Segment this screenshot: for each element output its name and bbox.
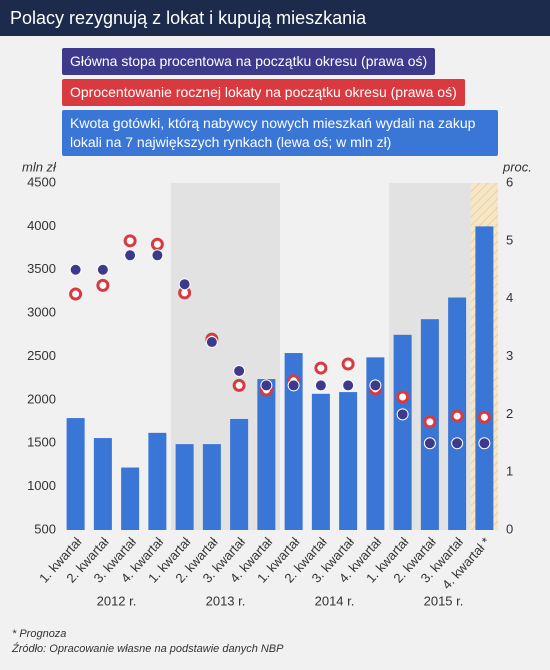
footnote: * Prognoza (12, 628, 67, 640)
bar (66, 418, 85, 530)
point (178, 278, 191, 291)
y-tick-label: 2500 (27, 348, 56, 363)
point (477, 410, 491, 424)
point (69, 287, 83, 301)
point (341, 357, 355, 371)
point (396, 390, 410, 404)
point (150, 237, 164, 251)
y-tick-label: 500 (34, 521, 56, 536)
point (287, 379, 300, 392)
bar (475, 226, 494, 530)
year-label: 2014 r. (315, 593, 355, 608)
point (96, 263, 109, 276)
year-label: 2012 r. (97, 593, 137, 608)
legend-entry: Oprocentowanie rocznej lokaty na początk… (62, 79, 465, 106)
point (451, 437, 464, 450)
point (450, 409, 464, 423)
y2-tick-label: 3 (506, 348, 513, 363)
y-tick-label: 1000 (27, 478, 56, 493)
point (69, 263, 82, 276)
point (260, 379, 273, 392)
bar (230, 418, 249, 530)
bar (311, 393, 330, 530)
legend-entry: Główna stopa procentowa na początku okre… (62, 48, 436, 75)
point (96, 278, 110, 292)
bar (284, 353, 303, 530)
bar (366, 357, 385, 530)
point (396, 408, 409, 421)
y2-tick-label: 2 (506, 406, 513, 421)
point (342, 379, 355, 392)
y2-axis-title: proc. (502, 159, 532, 174)
y-tick-label: 1500 (27, 435, 56, 450)
point (123, 234, 137, 248)
point (233, 364, 246, 377)
point (423, 415, 437, 429)
point (423, 437, 436, 450)
point (151, 249, 164, 262)
y-axis-title: mln zł (22, 159, 57, 174)
point (124, 249, 137, 262)
y2-tick-label: 6 (506, 174, 513, 189)
bar (175, 444, 194, 530)
y2-tick-label: 5 (506, 232, 513, 247)
y-tick-label: 4000 (27, 218, 56, 233)
point (314, 361, 328, 375)
legend-entry: Kwota gotówki, którą nabywcy nowych mies… (62, 110, 498, 156)
bar (148, 432, 167, 530)
point (478, 437, 491, 450)
bar (257, 379, 276, 530)
point (369, 379, 382, 392)
point (314, 379, 327, 392)
bar (339, 392, 358, 530)
bar (393, 334, 412, 530)
year-label: 2015 r. (424, 593, 464, 608)
source: Źródło: Opracowanie własne na podstawie … (12, 643, 284, 655)
bar (93, 438, 112, 530)
y-tick-label: 3000 (27, 305, 56, 320)
point (232, 378, 246, 392)
bar (121, 467, 140, 530)
title-bar: Polacy rezygnują z lokat i kupują mieszk… (0, 0, 550, 36)
bar (202, 444, 221, 530)
y2-tick-label: 1 (506, 464, 513, 479)
year-label: 2013 r. (206, 593, 246, 608)
y2-tick-label: 4 (506, 290, 513, 305)
y2-tick-label: 0 (506, 521, 513, 536)
y-tick-label: 4500 (27, 174, 56, 189)
chart-title: Polacy rezygnują z lokat i kupują mieszk… (10, 8, 367, 28)
y-tick-label: 2000 (27, 391, 56, 406)
y-tick-label: 3500 (27, 261, 56, 276)
point (205, 336, 218, 349)
